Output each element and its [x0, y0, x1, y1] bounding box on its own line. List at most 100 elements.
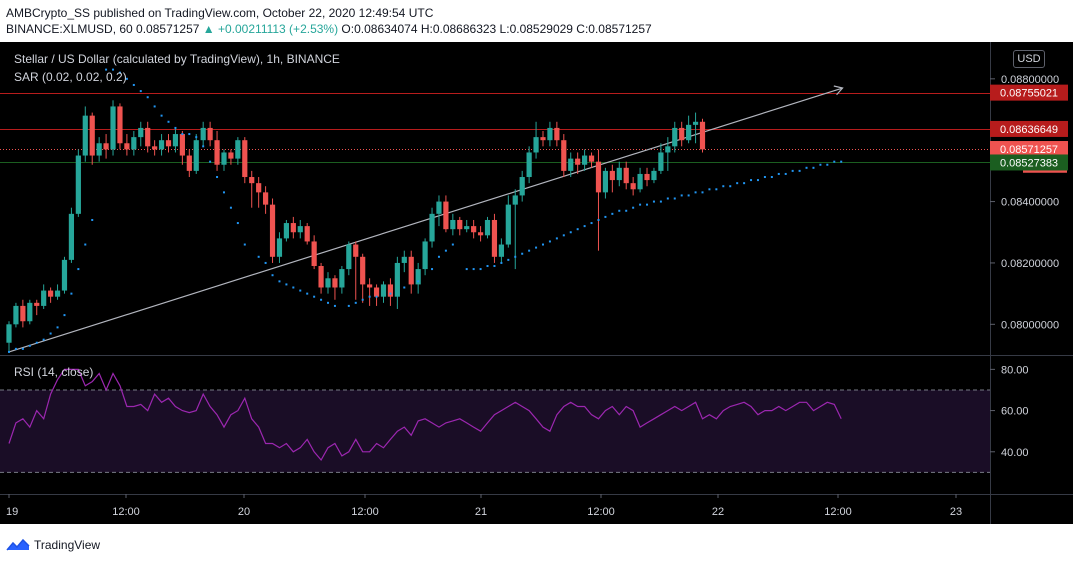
candle-body	[360, 256, 366, 285]
candle-body	[249, 177, 255, 184]
sar-dot	[791, 169, 794, 172]
candle-body	[484, 219, 491, 236]
sar-dot	[770, 176, 773, 179]
symbol-price: BINANCE:XLMUSD, 60 0.08571257	[6, 22, 200, 36]
candle	[117, 103, 123, 150]
candle	[13, 302, 19, 328]
candle	[630, 177, 636, 196]
candle-body	[477, 232, 484, 236]
candle	[6, 321, 12, 352]
chart-area[interactable]: 0.08000000 0.08200000 0.08400000 0.08800000…	[0, 42, 1073, 524]
sar-dot	[798, 169, 801, 172]
price-axis-label: 0.08000000	[1001, 319, 1059, 331]
candle	[249, 170, 255, 208]
candle-body	[262, 192, 269, 205]
candle-body	[304, 226, 310, 242]
candle-body	[82, 115, 88, 156]
sar-dot	[35, 341, 38, 344]
candle-body	[401, 256, 407, 263]
sar-dot	[826, 163, 829, 166]
trend-line	[8, 87, 843, 353]
candle-body	[152, 146, 158, 150]
candle-body	[665, 146, 671, 153]
sar-dot	[715, 188, 718, 191]
candle	[408, 250, 414, 294]
candle	[75, 149, 81, 217]
candle	[540, 130, 546, 147]
candle	[145, 121, 151, 153]
candle-body	[457, 219, 463, 230]
sar-dot	[14, 347, 17, 350]
sar-dot	[167, 120, 170, 123]
candle-body	[290, 223, 296, 233]
candle-body	[6, 324, 12, 343]
currency-button[interactable]: USD	[1013, 50, 1045, 68]
sar-dot	[625, 209, 628, 212]
sar-dot	[118, 71, 121, 74]
candle	[262, 186, 269, 214]
sar-dot	[465, 268, 468, 271]
candle-body	[540, 137, 546, 141]
candle-body	[505, 204, 511, 245]
candle	[672, 121, 678, 153]
candle-body	[644, 173, 650, 181]
candle-body	[297, 226, 303, 233]
sar-dot	[354, 301, 357, 304]
candle	[512, 189, 518, 270]
chart-svg[interactable]: 0.08000000 0.08200000 0.08400000 0.08800000…	[0, 42, 1073, 524]
candle	[138, 121, 144, 147]
candle-body	[679, 127, 685, 141]
sar-dot	[216, 176, 219, 179]
sar-dot	[576, 228, 579, 231]
time-axis-label: 21	[475, 506, 487, 518]
candle	[311, 235, 317, 270]
candle-body	[353, 244, 359, 257]
candle	[526, 146, 532, 184]
sar-dot	[673, 197, 676, 200]
candle-body	[242, 140, 248, 178]
candle	[158, 134, 165, 156]
sar-dot	[777, 172, 780, 175]
candle-body	[443, 201, 449, 230]
candle	[637, 167, 643, 193]
candle	[269, 198, 276, 263]
candle	[179, 130, 185, 165]
sar-dot	[750, 179, 753, 182]
sar-dot	[313, 295, 316, 298]
price-label: 0.08527383	[990, 154, 1068, 171]
sar-dot	[604, 215, 607, 218]
sar-dot	[257, 255, 260, 258]
candle-body	[34, 302, 40, 306]
sar-dot	[812, 166, 815, 169]
candle	[186, 149, 192, 178]
candle-body	[547, 127, 553, 141]
candle	[588, 152, 595, 168]
sar-dot	[139, 90, 142, 93]
sar-dot	[590, 222, 593, 225]
sar-dot	[701, 191, 704, 194]
sar-dot	[42, 338, 45, 341]
candle	[616, 161, 622, 187]
candle-body	[325, 278, 331, 288]
price-label-box	[990, 120, 1068, 137]
sar-dot	[680, 194, 683, 197]
price-label: 0.08755021	[990, 84, 1068, 101]
publish-info: AMBCrypto_SS published on TradingView.co…	[6, 6, 434, 20]
candle	[533, 121, 539, 159]
candle-body	[13, 305, 19, 325]
sar-dot	[472, 268, 475, 271]
sar-dot	[333, 304, 336, 307]
candle-body	[124, 143, 130, 150]
candle	[401, 250, 407, 273]
sar-dot	[687, 194, 690, 197]
candle-body	[429, 213, 435, 242]
candle	[339, 266, 345, 294]
candle	[471, 219, 477, 239]
time-axis-label: 12:00	[112, 506, 140, 518]
candle	[464, 219, 470, 233]
candle	[235, 137, 241, 165]
candle-body	[193, 140, 199, 171]
sar-dot	[181, 133, 184, 136]
sar-dot	[153, 105, 156, 108]
candle-body	[561, 140, 567, 171]
